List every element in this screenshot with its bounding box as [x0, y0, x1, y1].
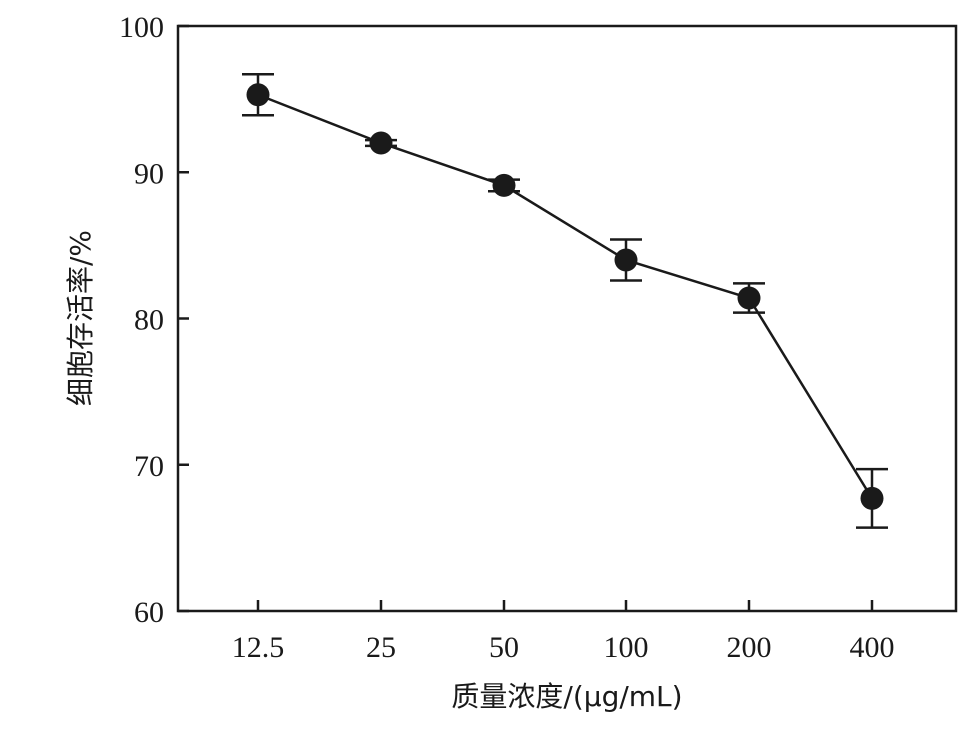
y-tick-label: 90: [134, 157, 164, 190]
plot-frame: [176, 24, 958, 613]
x-tick-label: 100: [604, 631, 649, 664]
series-line: [257, 93, 874, 500]
x-tick-label: 400: [850, 631, 895, 664]
data-point: [369, 131, 393, 155]
y-axis: 60 70 80 90 100: [119, 11, 189, 629]
data-point: [614, 248, 638, 272]
data-point: [246, 83, 270, 107]
data-point: [860, 486, 884, 510]
y-axis-title: 细胞存活率/%: [64, 230, 97, 406]
x-tick-label: 12.5: [232, 631, 285, 664]
x-tick-label: 25: [366, 631, 396, 664]
data-point: [492, 173, 516, 197]
x-tick-label: 50: [489, 631, 519, 664]
y-tick-label: 60: [134, 596, 164, 629]
x-axis-title: 质量浓度/(μg/mL): [451, 680, 682, 713]
data-points: [246, 83, 884, 510]
x-tick-label: 200: [727, 631, 772, 664]
error-bars: [242, 73, 888, 529]
data-point: [737, 286, 761, 310]
y-tick-label: 70: [134, 450, 164, 483]
x-axis: 12.5 25 50 100 200 400: [232, 600, 895, 664]
y-tick-label: 80: [134, 304, 164, 337]
y-tick-label: 100: [119, 11, 164, 44]
